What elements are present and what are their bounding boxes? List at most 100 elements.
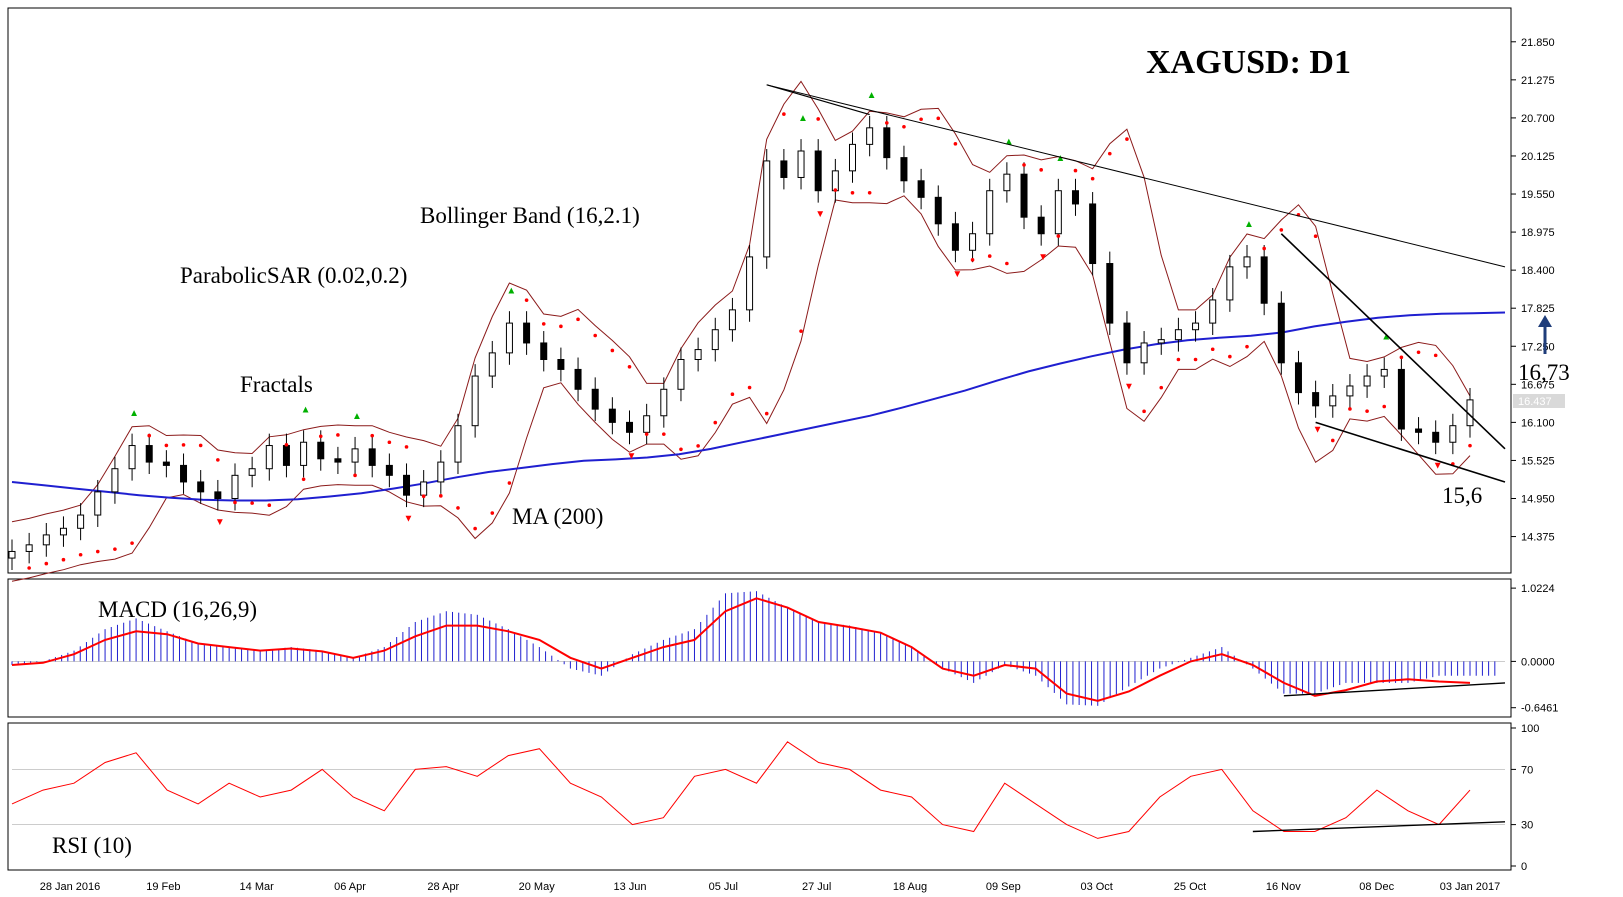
- sar-dot: [919, 117, 923, 122]
- price-panel: [7, 7, 1512, 574]
- candle-body: [1209, 299, 1217, 324]
- sar-dot: [1468, 443, 1472, 448]
- candle-body: [1432, 431, 1440, 443]
- bollinger-label: Bollinger Band (16,2.1): [420, 203, 640, 228]
- sar-dot: [1313, 234, 1318, 239]
- date-axis-label: 13 Jun: [613, 881, 646, 893]
- candle-body: [540, 342, 548, 361]
- sar-dot: [404, 445, 409, 449]
- current-price-label: 16.437: [1518, 396, 1552, 408]
- price-axis-label: 21.850: [1521, 37, 1555, 49]
- candle-body: [643, 415, 651, 433]
- sar-dot: [747, 385, 752, 390]
- sar-dot: [284, 442, 289, 447]
- fractal-down-marker: ▼: [1124, 381, 1134, 392]
- sar-dot: [353, 473, 357, 478]
- macd-axis-label: 0.0000: [1521, 656, 1555, 668]
- price-layer: ▲ ▼ ▲ ▲ ▼ ▲ ▼ ▲ ▼ ▲ ▼ ▲ ▼ ▲ ▼ ▲ ▼ ▲ ▼: [8, 80, 1506, 582]
- bollinger-upper-line: [11, 80, 1471, 523]
- sar-dot: [1073, 168, 1078, 173]
- fractals-label: Fractals: [240, 372, 313, 397]
- candle-body: [814, 150, 822, 192]
- candle-body: [300, 441, 308, 466]
- candle-body: [265, 445, 273, 470]
- sar-dot: [679, 447, 683, 452]
- candle-body: [831, 170, 839, 192]
- sar-dot: [1416, 350, 1421, 355]
- candle-body: [128, 445, 136, 470]
- date-axis-label: 05 Jul: [709, 881, 738, 893]
- sar-dot: [301, 477, 306, 482]
- sar-dot: [336, 433, 340, 437]
- fractal-down-marker: ▼: [1313, 424, 1323, 435]
- sar-dot: [456, 506, 460, 510]
- sar-dot: [627, 364, 632, 369]
- candle-body: [1071, 190, 1079, 205]
- bollinger-lower-line: [11, 195, 1471, 582]
- candle-body: [951, 223, 959, 251]
- candle-body: [1312, 392, 1320, 407]
- candle-body: [505, 322, 513, 354]
- date-axis-label: 06 Apr: [334, 881, 366, 893]
- sar-dot: [1228, 354, 1232, 359]
- date-axis-label: 19 Feb: [146, 881, 180, 893]
- candle-body: [677, 359, 685, 390]
- sar-dot: [78, 552, 83, 557]
- sar-dot: [1330, 438, 1335, 443]
- rsi-line: [11, 741, 1471, 839]
- sar-dot: [953, 142, 958, 146]
- macd-layer: [11, 591, 1506, 706]
- date-axis-label: 08 Dec: [1359, 881, 1394, 893]
- price-axis-label: 18.400: [1521, 265, 1555, 277]
- candle-body: [248, 468, 256, 476]
- sar-dot: [61, 557, 66, 562]
- candle-body: [1363, 375, 1371, 387]
- candle-body: [883, 127, 891, 159]
- sar-dot: [1125, 137, 1129, 141]
- sar-dot: [250, 501, 254, 505]
- candle-body: [162, 461, 170, 466]
- date-axis-label: 09 Sep: [986, 881, 1021, 893]
- rsi-panel: [7, 722, 1512, 871]
- current-price-box: [1513, 394, 1565, 408]
- sar-dot: [1039, 168, 1043, 172]
- sar-dot: [233, 500, 237, 505]
- trendline-wedge-lower: [1315, 421, 1506, 483]
- fractal-down-marker: ▼: [404, 514, 414, 525]
- rsi-trendline: [1252, 821, 1506, 833]
- candle-body: [1226, 266, 1234, 301]
- sar-label: ParabolicSAR (0.02,0.2): [180, 263, 407, 288]
- sar-dot: [1399, 355, 1404, 360]
- sar-dot: [987, 254, 992, 258]
- sar-dot: [696, 444, 700, 448]
- candle-body: [574, 368, 582, 390]
- candle-body: [763, 160, 771, 258]
- candle-body: [1003, 173, 1011, 192]
- fractal-up-marker: ▲: [506, 285, 516, 296]
- candle-body: [1397, 368, 1405, 430]
- candle-body: [77, 514, 85, 529]
- candle-body: [25, 544, 33, 552]
- date-axis-label: 03 Oct: [1080, 881, 1112, 893]
- sar-dot: [816, 117, 820, 121]
- fractal-down-marker: ▼: [215, 517, 225, 528]
- candle-body: [351, 448, 359, 463]
- candle-body: [282, 445, 290, 466]
- fractal-up-marker: ▲: [129, 408, 139, 419]
- candle-body: [969, 233, 977, 251]
- sar-dot: [113, 547, 117, 551]
- sar-dot: [1159, 385, 1164, 390]
- candle-body: [488, 352, 496, 377]
- sar-dot: [27, 566, 31, 570]
- sar-dot: [1176, 357, 1181, 362]
- fractal-up-marker: ▲: [352, 411, 362, 422]
- sar-dot: [1142, 409, 1146, 414]
- rsi-layer: [11, 741, 1506, 839]
- chart-title: XAGUSD: D1: [1146, 44, 1351, 81]
- sar-dot: [318, 434, 323, 439]
- price-axis-label: 16.100: [1521, 417, 1555, 429]
- sar-dot: [1210, 347, 1215, 352]
- sar-dot: [1365, 409, 1369, 413]
- price-axis-label: 17.250: [1521, 341, 1555, 353]
- sar-dot: [1279, 228, 1284, 232]
